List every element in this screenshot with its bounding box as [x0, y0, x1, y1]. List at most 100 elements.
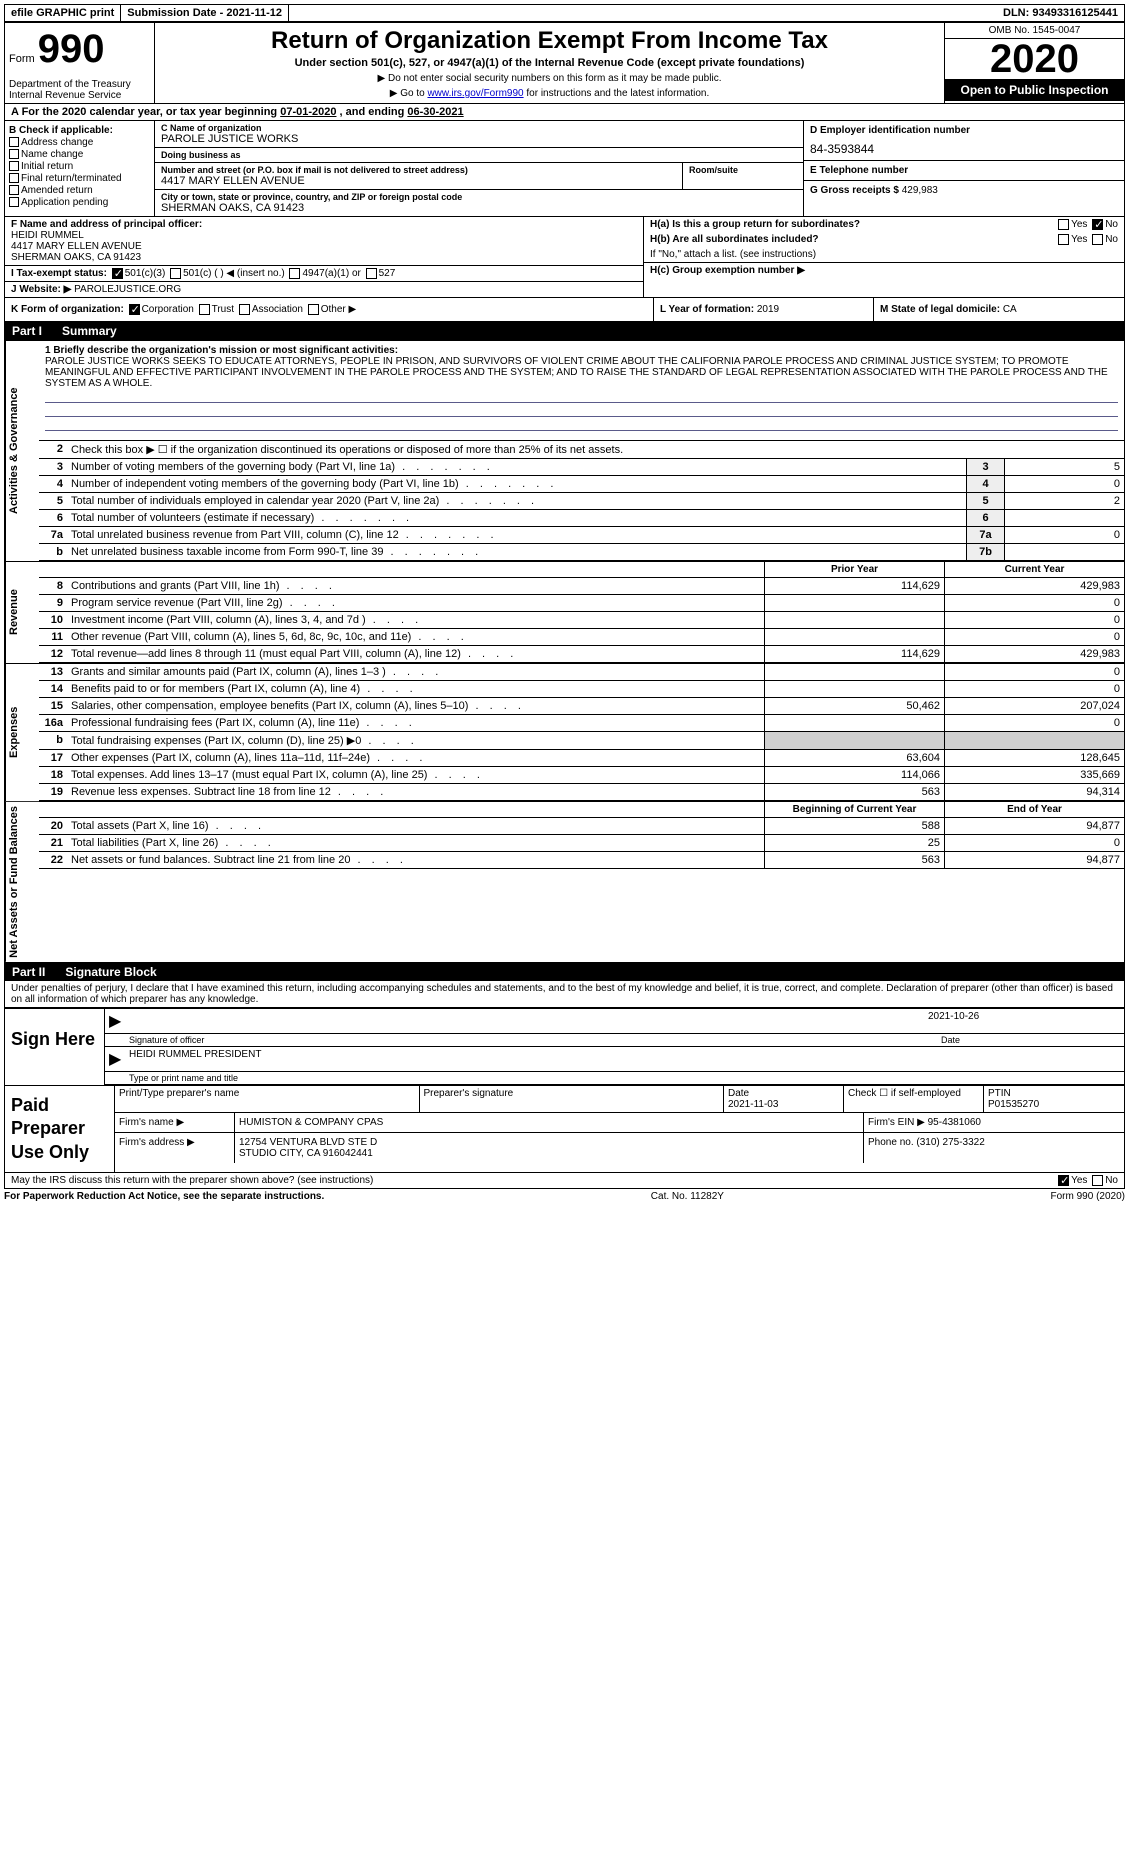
firm-name-label: Firm's name ▶ [115, 1113, 235, 1132]
prep-header-row: Print/Type preparer's name Preparer's si… [115, 1086, 1124, 1113]
cb-amended[interactable]: Amended return [9, 185, 150, 196]
submission-date: Submission Date - 2021-11-12 [121, 5, 289, 21]
financial-row: 8Contributions and grants (Part VIII, li… [39, 578, 1124, 595]
financial-row: 13Grants and similar amounts paid (Part … [39, 664, 1124, 681]
side-revenue: Revenue [5, 562, 39, 663]
cb-corp[interactable] [129, 304, 140, 315]
sig-arrow-icon: ▶ [105, 1009, 125, 1034]
row-klm: K Form of organization: Corporation Trus… [4, 298, 1125, 322]
box-m: M State of legal domicile: CA [874, 298, 1124, 321]
financial-row: 14Benefits paid to or for members (Part … [39, 681, 1124, 698]
officer-signature[interactable] [125, 1009, 924, 1034]
box-d: D Employer identification number 84-3593… [804, 121, 1124, 161]
firm-address: 12754 VENTURA BLVD STE DSTUDIO CITY, CA … [235, 1133, 864, 1163]
summary-row: 7aTotal unrelated business revenue from … [39, 527, 1124, 544]
sig-arrow2-icon: ▶ [105, 1047, 125, 1072]
summary-row: bNet unrelated business taxable income f… [39, 544, 1124, 561]
cb-final-return[interactable]: Final return/terminated [9, 173, 150, 184]
header-left: Form 990 Department of the Treasury Inte… [5, 23, 155, 103]
cb-527[interactable] [366, 268, 377, 279]
financial-row: 10Investment income (Part VIII, column (… [39, 612, 1124, 629]
top-bar: efile GRAPHIC print Submission Date - 20… [4, 4, 1125, 22]
hc-label: H(c) Group exemption number ▶ [650, 265, 805, 276]
cb-address-change[interactable]: Address change [9, 137, 150, 148]
firm-phone: (310) 275-3322 [916, 1137, 984, 1148]
ha-no[interactable] [1092, 219, 1103, 230]
summary-row: 4Number of independent voting members of… [39, 476, 1124, 493]
activities-section: Activities & Governance 1 Briefly descri… [4, 340, 1125, 562]
form-number: 990 [38, 27, 105, 71]
revenue-section: Revenue Prior Year Current Year 8Contrib… [4, 562, 1125, 664]
gross-receipts: 429,983 [902, 185, 938, 196]
cb-trust[interactable] [199, 304, 210, 315]
ha-yes[interactable] [1058, 219, 1069, 230]
financial-row: 15Salaries, other compensation, employee… [39, 698, 1124, 715]
sig-label: Signature of officer [129, 1035, 204, 1045]
perjury-text: Under penalties of perjury, I declare th… [4, 981, 1125, 1008]
financial-row: 9Program service revenue (Part VIII, lin… [39, 595, 1124, 612]
box-f: F Name and address of principal officer:… [5, 217, 643, 265]
preparer-block: Paid Preparer Use Only Print/Type prepar… [4, 1086, 1125, 1173]
page-footer: For Paperwork Reduction Act Notice, see … [4, 1189, 1125, 1204]
cb-name-change[interactable]: Name change [9, 149, 150, 160]
cb-501c3[interactable] [112, 268, 123, 279]
part1-header: Part I Summary [4, 322, 1125, 340]
discuss-yes[interactable] [1058, 1175, 1069, 1186]
summary-row: 2Check this box ▶ ☐ if the organization … [39, 441, 1124, 459]
officer-printed-name: HEIDI RUMMEL PRESIDENT [125, 1047, 924, 1072]
efile-label: efile GRAPHIC print [5, 5, 121, 21]
discuss-no[interactable] [1092, 1175, 1103, 1186]
sign-here-label: Sign Here [5, 1009, 105, 1085]
header-center: Return of Organization Exempt From Incom… [155, 23, 944, 103]
financial-row: 18Total expenses. Add lines 13–17 (must … [39, 767, 1124, 784]
preparer-label: Paid Preparer Use Only [5, 1086, 115, 1172]
hb-yes[interactable] [1058, 234, 1069, 245]
box-deg: D Employer identification number 84-3593… [804, 121, 1124, 216]
financial-row: 11Other revenue (Part VIII, column (A), … [39, 629, 1124, 646]
expenses-section: Expenses 13Grants and similar amounts pa… [4, 664, 1125, 802]
form-word: Form [9, 53, 35, 65]
row-fijh: F Name and address of principal officer:… [4, 217, 1125, 298]
side-expenses: Expenses [5, 664, 39, 801]
cb-assoc[interactable] [239, 304, 250, 315]
cb-other[interactable] [308, 304, 319, 315]
mission-text: PAROLE JUSTICE WORKS SEEKS TO EDUCATE AT… [45, 356, 1118, 389]
sign-here-block: Sign Here ▶ 2021-10-26 Signature of offi… [4, 1008, 1125, 1086]
cb-4947[interactable] [289, 268, 300, 279]
note-ssn: ▶ Do not enter social security numbers o… [159, 73, 940, 84]
suite-label: Room/suite [689, 165, 797, 175]
box-j: J Website: ▶ PAROLEJUSTICE.ORG [5, 281, 643, 297]
row-a-period: A For the 2020 calendar year, or tax yea… [4, 104, 1125, 121]
financial-row: 17Other expenses (Part IX, column (A), l… [39, 750, 1124, 767]
city-state-zip: SHERMAN OAKS, CA 91423 [161, 202, 797, 214]
firm-ein: 95-4381060 [928, 1117, 981, 1128]
street-row: Number and street (or P.O. box if mail i… [155, 163, 803, 190]
cb-501c[interactable] [170, 268, 181, 279]
org-name-cell: C Name of organization PAROLE JUSTICE WO… [155, 121, 803, 148]
side-netassets: Net Assets or Fund Balances [5, 802, 39, 962]
open-public: Open to Public Inspection [945, 79, 1124, 101]
firm-name: HUMISTON & COMPANY CPAS [235, 1113, 864, 1132]
name-title-label: Type or print name and title [105, 1072, 1124, 1085]
rev-header: Prior Year Current Year [39, 562, 1124, 578]
financial-row: 12Total revenue—add lines 8 through 11 (… [39, 646, 1124, 663]
netassets-section: Net Assets or Fund Balances Beginning of… [4, 802, 1125, 963]
discuss-row: May the IRS discuss this return with the… [4, 1173, 1125, 1189]
part2-header: Part II Signature Block [4, 963, 1125, 981]
box-k: K Form of organization: Corporation Trus… [5, 298, 654, 321]
box-g: G Gross receipts $ 429,983 [804, 181, 1124, 200]
irs-link[interactable]: www.irs.gov/Form990 [427, 88, 523, 99]
department: Department of the Treasury Internal Reve… [9, 79, 131, 101]
website-value: PAROLEJUSTICE.ORG [74, 284, 181, 295]
cb-app-pending[interactable]: Application pending [9, 197, 150, 208]
hb-no[interactable] [1092, 234, 1103, 245]
summary-row: 5Total number of individuals employed in… [39, 493, 1124, 510]
cb-initial-return[interactable]: Initial return [9, 161, 150, 172]
cb-self-employed[interactable]: Check ☐ if self-employed [844, 1086, 984, 1112]
dba-cell: Doing business as [155, 148, 803, 163]
ein-value: 84-3593844 [810, 142, 1118, 156]
financial-row: 19Revenue less expenses. Subtract line 1… [39, 784, 1124, 801]
tax-year: 2020 [945, 39, 1124, 79]
financial-row: bTotal fundraising expenses (Part IX, co… [39, 732, 1124, 750]
ptin: P01535270 [988, 1099, 1039, 1110]
